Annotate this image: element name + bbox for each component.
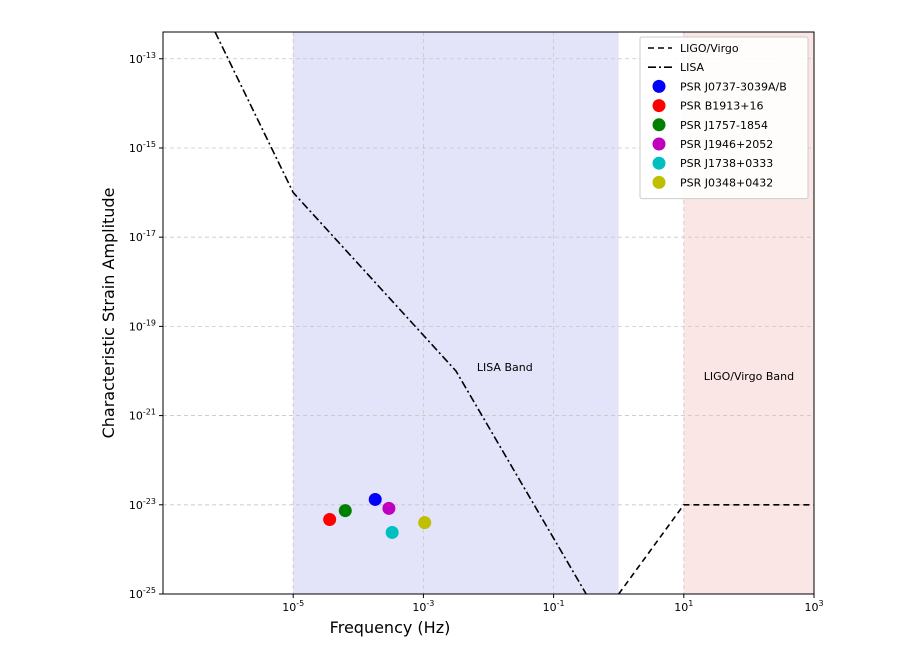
legend-label: PSR B1913+16 xyxy=(680,100,764,113)
x-tick-label: 10-5 xyxy=(282,599,304,614)
x-tick-label: 10-3 xyxy=(412,599,434,614)
x-tick-label: 103 xyxy=(804,599,823,614)
pulsar-point xyxy=(338,504,352,518)
y-tick-label: 10-19 xyxy=(129,318,156,333)
band-label: LIGO/Virgo Band xyxy=(704,370,794,383)
pulsar-point xyxy=(323,513,337,527)
x-axis-label: Frequency (Hz) xyxy=(330,618,451,637)
legend-label: PSR J1946+2052 xyxy=(680,138,773,151)
y-tick-label: 10-17 xyxy=(129,229,156,244)
y-tick-label: 10-13 xyxy=(129,51,156,66)
pulsar-point xyxy=(385,525,399,539)
band-label: LISA Band xyxy=(477,361,533,374)
legend-marker xyxy=(652,156,666,170)
y-tick-label: 10-15 xyxy=(129,140,156,155)
legend-marker xyxy=(652,175,666,189)
legend-label: PSR J1757-1854 xyxy=(680,119,768,132)
legend-label: PSR J0348+0432 xyxy=(680,176,773,189)
x-tick-label: 101 xyxy=(674,599,693,614)
legend-marker xyxy=(652,118,666,132)
y-tick-label: 10-21 xyxy=(129,408,156,423)
series-line-lisa xyxy=(214,32,587,594)
legend-label: PSR J1738+0333 xyxy=(680,157,773,170)
pulsar-point xyxy=(368,492,382,506)
legend-label: PSR J0737-3039A/B xyxy=(680,80,787,93)
pulsar-point xyxy=(382,501,396,515)
legend-marker xyxy=(652,99,666,113)
y-axis-label: Characteristic Strain Amplitude xyxy=(99,188,118,439)
legend-label: LIGO/Virgo xyxy=(680,42,739,55)
series-line-ligo-virgo xyxy=(618,503,814,594)
plot-frame xyxy=(162,31,815,595)
legend: LIGO/Virgo LISA PSR J0737-3039A/B PSR B1913… xyxy=(639,36,809,200)
band-0 xyxy=(293,32,619,594)
legend-marker xyxy=(652,79,666,93)
legend-marker xyxy=(652,137,666,151)
legend-box xyxy=(639,36,809,200)
y-tick-label: 10-25 xyxy=(129,586,156,601)
y-tick-label: 10-23 xyxy=(129,497,156,512)
pulsar-point xyxy=(418,516,432,530)
legend-label: LISA xyxy=(680,61,705,74)
x-tick-label: 10-1 xyxy=(543,599,565,614)
